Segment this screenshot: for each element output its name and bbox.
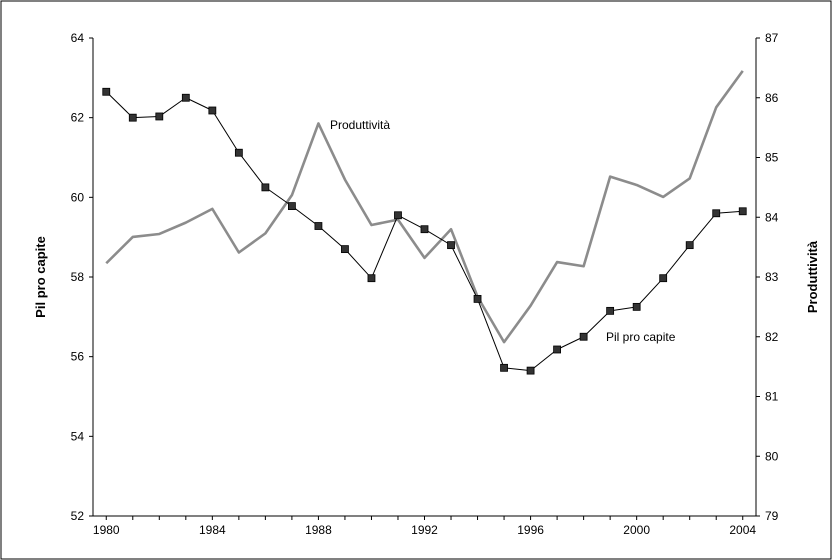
data-point-pil-pro-capite: [155, 112, 164, 121]
data-point-pil-pro-capite: [526, 366, 535, 375]
right-axis-tick-label: 86: [765, 91, 779, 105]
left-axis-tick-label: 58: [71, 270, 85, 284]
data-point-pil-pro-capite: [208, 106, 217, 115]
left-axis-title: Pil pro capite: [33, 236, 48, 318]
data-point-pil-pro-capite: [579, 332, 588, 341]
series-layer: [102, 70, 747, 375]
left-axis: 52 54 56 58 60 62 64: [71, 31, 94, 523]
data-point-pil-pro-capite: [473, 295, 482, 303]
data-point-pil-pro-capite: [341, 245, 349, 254]
x-axis: 1980 1984 1988 1992 1996 2000 2004: [93, 515, 756, 537]
data-point-pil-pro-capite: [102, 87, 111, 96]
right-axis-tick-label: 82: [765, 330, 779, 344]
series-label-pil-pro-capite: Pil pro capite: [606, 330, 676, 344]
data-point-pil-pro-capite: [420, 225, 429, 234]
right-axis-tick-label: 80: [765, 449, 779, 463]
left-axis-tick-label: 56: [71, 350, 85, 364]
data-point-pil-pro-capite: [659, 274, 668, 283]
data-point-pil-pro-capite: [447, 241, 455, 250]
left-axis-tick-label: 62: [71, 111, 85, 125]
data-point-pil-pro-capite: [500, 363, 508, 372]
left-axis-tick-label: 54: [71, 429, 85, 443]
data-point-pil-pro-capite: [181, 93, 190, 102]
right-axis-tick-label: 85: [765, 151, 779, 165]
left-axis-tick-label: 60: [71, 190, 85, 204]
right-axis-tick-label: 84: [765, 210, 779, 224]
data-point-pil-pro-capite: [632, 302, 641, 311]
x-axis-tick-label: 2000: [623, 523, 650, 537]
right-axis-tick-label: 79: [765, 509, 779, 523]
series-line-produttivita: [105, 70, 744, 344]
x-axis-tick-label: 1984: [199, 523, 226, 537]
x-axis-tick-label: 1980: [93, 523, 120, 537]
data-point-pil-pro-capite: [553, 345, 561, 354]
data-point-pil-pro-capite: [367, 274, 376, 283]
left-axis-tick-label: 64: [71, 31, 85, 45]
left-axis-tick-label: 52: [71, 509, 85, 523]
right-axis-tick-label: 81: [765, 390, 779, 404]
series-label-produttivita: Produttività: [330, 118, 390, 132]
x-axis-tick-label: 2004: [729, 523, 756, 537]
data-point-pil-pro-capite: [234, 148, 243, 157]
right-axis-tick-label: 87: [765, 31, 779, 45]
x-axis-tick-label: 1988: [305, 523, 332, 537]
data-point-pil-pro-capite: [261, 183, 270, 192]
right-axis-title: Produttività: [805, 240, 820, 313]
x-axis-tick-label: 1996: [517, 523, 544, 537]
data-point-pil-pro-capite: [685, 241, 694, 250]
data-point-pil-pro-capite: [128, 113, 137, 122]
data-point-pil-pro-capite: [738, 207, 747, 216]
x-axis-tick-label: 1992: [411, 523, 438, 537]
data-point-pil-pro-capite: [712, 209, 721, 218]
right-axis: 79 80 81 82 83 84 85 86 87: [755, 31, 779, 523]
data-point-pil-pro-capite: [314, 222, 323, 230]
data-point-pil-pro-capite: [394, 211, 402, 220]
data-point-pil-pro-capite: [606, 306, 615, 315]
data-point-pil-pro-capite: [287, 202, 296, 210]
right-axis-tick-label: 83: [765, 270, 779, 284]
